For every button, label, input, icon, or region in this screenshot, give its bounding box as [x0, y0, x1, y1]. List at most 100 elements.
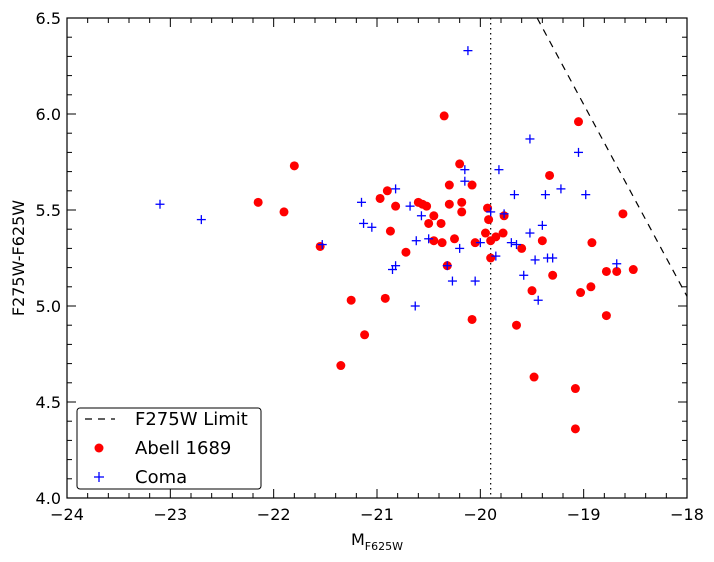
coma-point — [447, 276, 457, 286]
legend-box — [76, 407, 262, 490]
coma-point — [548, 253, 558, 263]
coma-point — [533, 295, 543, 305]
abell-point — [439, 111, 449, 121]
coma-point — [416, 211, 426, 221]
data-points — [155, 46, 638, 434]
coma-point — [540, 190, 550, 200]
coma-point — [359, 218, 369, 228]
y-tick-label: 6.0 — [36, 105, 61, 124]
x-tick-label: −23 — [153, 505, 187, 524]
coma-point — [491, 251, 501, 261]
y-axis-label: F275W-F625W — [9, 200, 28, 316]
abell-point — [253, 197, 263, 207]
abell-point — [491, 232, 501, 242]
y-tick-label: 4.5 — [36, 393, 61, 412]
coma-point — [519, 270, 529, 280]
abell-point — [385, 226, 395, 236]
series-coma — [155, 46, 622, 311]
abell-point — [437, 238, 447, 248]
coma-point — [556, 184, 566, 194]
abell-point — [360, 330, 370, 340]
abell-point — [601, 311, 611, 321]
abell-point — [527, 286, 537, 296]
x-tick-label: −22 — [257, 505, 291, 524]
abell-point — [380, 293, 390, 303]
abell-point — [450, 234, 459, 244]
legend-label-coma: Coma — [135, 467, 187, 488]
coma-point — [486, 207, 496, 217]
abell-point — [612, 266, 622, 276]
abell-point — [548, 270, 558, 280]
legend: F275W Limit Abell 1689 Coma — [76, 407, 262, 490]
abell-point — [570, 384, 580, 394]
series-abell-1689 — [253, 111, 638, 434]
coma-point — [391, 184, 401, 194]
coma-point — [525, 134, 535, 144]
y-tick-label: 5.0 — [36, 297, 61, 316]
x-tick-labels: −24 −23 −22 −21 −20 −19 −18 — [50, 505, 704, 524]
coma-point — [442, 261, 452, 271]
coma-point — [196, 215, 206, 225]
abell-point — [574, 117, 583, 127]
coma-point — [509, 190, 519, 200]
abell-point — [484, 215, 494, 225]
abell-point — [483, 203, 493, 213]
abell-point — [467, 314, 477, 324]
coma-point — [460, 176, 470, 186]
coma-point — [460, 165, 470, 175]
y-tick-label: 6.5 — [36, 9, 61, 28]
abell-point — [498, 228, 508, 238]
y-tick-labels: 4.0 4.5 5.0 5.5 6.0 6.5 — [36, 9, 61, 508]
f275w-limit-line — [536, 17, 688, 297]
abell-point — [382, 186, 392, 196]
abell-point — [481, 228, 490, 238]
axis-ticks — [66, 17, 688, 499]
abell-point — [576, 288, 586, 298]
legend-label-limit: F275W Limit — [135, 409, 248, 430]
abell-point — [436, 218, 446, 228]
coma-point — [499, 209, 509, 219]
abell-point — [587, 238, 597, 248]
legend-coma-symbol — [94, 472, 104, 482]
coma-point — [391, 261, 401, 271]
abell-point — [315, 241, 325, 251]
abell-point — [401, 247, 411, 257]
abell-point — [422, 201, 432, 211]
abell-point — [517, 243, 527, 253]
abell-point — [618, 209, 628, 219]
abell-point — [545, 170, 555, 180]
abell-point — [467, 180, 477, 190]
coma-point — [411, 236, 421, 246]
abell-point — [391, 201, 401, 211]
x-tick-label: −18 — [670, 505, 704, 524]
coma-point — [506, 238, 516, 248]
coma-point — [494, 165, 504, 175]
coma-point — [537, 220, 547, 230]
abell-point — [470, 238, 480, 248]
coma-point — [155, 199, 165, 209]
x-axis-label-subscript: F625W — [365, 540, 403, 553]
coma-point — [424, 234, 434, 244]
abell-point — [336, 361, 346, 371]
abell-point — [512, 320, 521, 330]
coma-point — [612, 259, 622, 269]
coma-point — [410, 301, 420, 311]
abell-point — [628, 265, 638, 275]
x-tick-label: −24 — [50, 505, 84, 524]
coma-point — [357, 197, 366, 207]
coma-point — [581, 190, 591, 200]
abell-point — [429, 211, 439, 221]
abell-point — [424, 218, 434, 228]
abell-point — [570, 424, 580, 434]
coma-point — [512, 240, 521, 250]
abell-point — [586, 282, 596, 292]
x-tick-label: −19 — [567, 505, 601, 524]
x-axis-label-main: M — [351, 530, 365, 549]
abell-point — [457, 207, 467, 217]
abell-point — [289, 161, 299, 171]
x-tick-label: −21 — [360, 505, 394, 524]
abell-point — [529, 372, 539, 382]
abell-point — [444, 180, 454, 190]
legend-abell-symbol — [94, 443, 104, 453]
